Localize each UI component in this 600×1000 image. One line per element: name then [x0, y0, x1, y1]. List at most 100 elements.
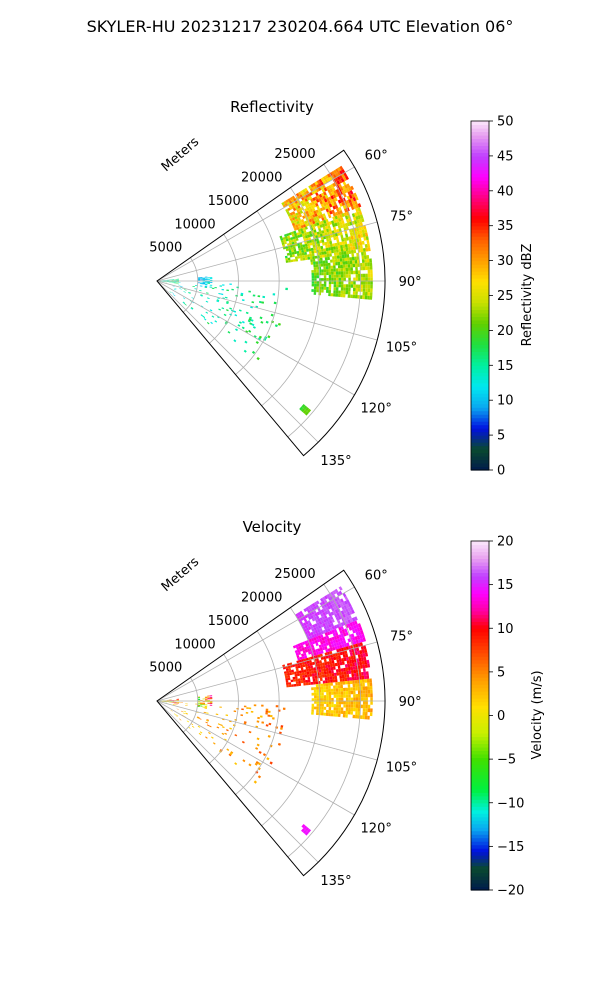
velocity-gate: [349, 606, 354, 611]
reflectivity-gate: [326, 173, 331, 178]
velocity-gate: [332, 632, 337, 637]
velocity-gate: [248, 763, 252, 767]
velocity-gate: [300, 664, 303, 668]
reflectivity-gate: [363, 277, 366, 281]
reflectivity-gate: [326, 253, 330, 258]
reflectivity-gate: [354, 263, 358, 268]
velocity-gate: [321, 695, 324, 699]
reflectivity-colorbar-segment: [471, 400, 489, 405]
reflectivity-gate: [281, 202, 285, 206]
velocity-colorbar-segment: [471, 718, 489, 724]
velocity-gate: [352, 629, 356, 634]
reflectivity-gate: [353, 204, 357, 210]
velocity-gate: [365, 690, 368, 694]
reflectivity-colorbar-segment: [471, 351, 489, 356]
velocity-gate: [259, 715, 263, 718]
reflectivity-gate: [326, 211, 331, 216]
reflectivity-gate: [361, 240, 365, 245]
reflectivity-gate: [342, 223, 346, 228]
velocity-gate: [246, 707, 249, 709]
reflectivity-colorbar-segment: [471, 159, 489, 164]
reflectivity-gate: [314, 275, 317, 279]
reflectivity-gate: [313, 216, 317, 221]
velocity-angle-tick-label: 60°: [365, 569, 388, 584]
velocity-gate: [318, 644, 322, 649]
reflectivity-gate: [337, 211, 341, 215]
reflectivity-angle-tick-label: 120°: [361, 402, 392, 417]
reflectivity-gate: [300, 228, 304, 232]
velocity-region-storm-mid: [282, 642, 371, 688]
reflectivity-gate: [289, 212, 294, 216]
reflectivity-colorbar-segment: [471, 445, 489, 450]
velocity-gate: [331, 673, 335, 677]
velocity-gate: [297, 651, 301, 655]
reflectivity-gate: [295, 224, 299, 228]
velocity-colorbar-segment: [471, 698, 489, 703]
reflectivity-gate: [287, 207, 291, 211]
velocity-range-ring: [235, 630, 280, 795]
reflectivity-gate: [357, 270, 361, 274]
reflectivity-gate: [296, 253, 300, 257]
reflectivity-gate: [350, 270, 354, 275]
velocity-gate: [313, 652, 317, 656]
reflectivity-gate: [291, 195, 296, 200]
reflectivity-gate: [353, 284, 356, 288]
velocity-gate: [315, 678, 318, 682]
reflectivity-gate: [348, 274, 351, 278]
reflectivity-gate: [323, 191, 327, 196]
velocity-gate: [333, 685, 336, 689]
reflectivity-gate: [348, 284, 351, 288]
reflectivity-gate: [358, 210, 363, 216]
velocity-gate: [326, 631, 331, 636]
reflectivity-gate: [328, 293, 331, 297]
velocity-gate: [336, 645, 341, 650]
velocity-gate: [285, 680, 289, 683]
reflectivity-gate: [295, 212, 299, 216]
reflectivity-gate: [241, 326, 245, 330]
reflectivity-gate: [319, 254, 323, 259]
reflectivity-gate: [307, 245, 311, 249]
velocity-gate: [358, 697, 361, 701]
reflectivity-gate: [338, 277, 341, 281]
reflectivity-gate: [347, 191, 352, 196]
velocity-colorbar-segment: [471, 708, 489, 713]
velocity-colorbar-segment: [471, 645, 489, 650]
reflectivity-gate: [340, 268, 344, 272]
velocity-gate: [359, 634, 363, 639]
velocity-gate: [348, 656, 352, 661]
reflectivity-gate: [311, 217, 315, 222]
velocity-gate: [262, 753, 266, 757]
reflectivity-gate: [328, 265, 331, 269]
reflectivity-gate: [360, 248, 364, 253]
velocity-gate: [362, 715, 365, 720]
reflectivity-gate: [303, 249, 307, 253]
velocity-gate: [347, 684, 351, 688]
reflectivity-gate: [325, 218, 329, 223]
reflectivity-gate: [316, 195, 321, 199]
reflectivity-colorbar-segment: [471, 162, 489, 167]
reflectivity-gate: [343, 290, 346, 295]
velocity-gate: [202, 704, 205, 706]
velocity-gate: [329, 650, 333, 655]
velocity-colorbar-segment: [471, 617, 489, 622]
velocity-gate: [311, 687, 314, 691]
reflectivity-gate: [341, 281, 344, 285]
velocity-gate: [367, 693, 371, 698]
velocity-gate: [340, 622, 345, 627]
velocity-gate: [367, 689, 371, 694]
velocity-gate: [316, 698, 319, 701]
reflectivity-gate: [340, 224, 344, 229]
velocity-gate: [322, 640, 326, 644]
velocity-gate: [343, 600, 348, 605]
velocity-colorbar-segment: [471, 677, 489, 682]
velocity-gate: [334, 652, 338, 657]
velocity-gate: [284, 673, 288, 677]
velocity-gate: [199, 705, 203, 707]
reflectivity-gate: [295, 193, 300, 197]
reflectivity-gate: [250, 319, 254, 322]
reflectivity-gate: [323, 202, 327, 207]
reflectivity-gate: [171, 282, 174, 284]
reflectivity-region-storm-north: [281, 165, 362, 231]
velocity-gate: [327, 664, 331, 668]
velocity-gate: [329, 647, 334, 652]
